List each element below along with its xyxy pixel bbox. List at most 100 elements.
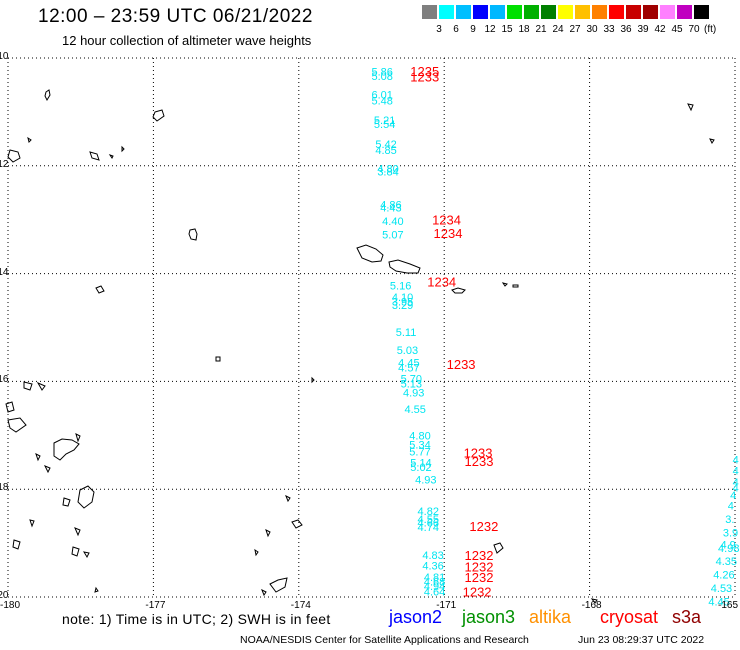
wave-height-value: 5.08 — [372, 71, 393, 83]
legend-color-swatch — [541, 5, 556, 19]
islet-north-3 — [27, 136, 32, 143]
latitude-tick-label: -20 — [0, 590, 9, 601]
observation-time-label: 1234 — [432, 213, 461, 228]
wave-height-value: 4.26 — [713, 569, 734, 581]
fiji-west-8 — [94, 586, 99, 593]
wave-height-value: 4.74 — [418, 522, 439, 534]
observation-time-label: 1232 — [465, 570, 494, 585]
wave-height-value: 4 — [733, 483, 739, 495]
wave-height-value: 3.84 — [377, 167, 398, 179]
fiji-west-4 — [36, 381, 46, 391]
legend-color-swatch — [524, 5, 539, 19]
map-title: 12:00 – 23:59 UTC 06/21/2022 — [38, 6, 313, 27]
satellite-name-jason2: jason2 — [389, 607, 443, 627]
legend-value-label: 3 — [436, 24, 442, 35]
wave-height-value: 4.81 — [424, 572, 445, 584]
fiji-west-1 — [5, 401, 15, 413]
observation-time-label: 1235 — [410, 64, 439, 79]
observation-time-label: 1233 — [410, 69, 439, 84]
wave-height-value: 4.83 — [422, 550, 443, 562]
islet-north-1 — [44, 89, 51, 102]
wave-height-value: 4 — [733, 465, 739, 477]
wave-height-value: 4.93 — [403, 388, 424, 400]
legend-color-swatch — [507, 5, 522, 19]
wave-height-value: 4.85 — [375, 145, 396, 157]
wave-height-value: 4.45 — [708, 596, 729, 608]
wave-height-value: 4.53 — [711, 583, 732, 595]
legend-unit-label: (ft) — [704, 24, 717, 35]
wave-height-value: 4.40 — [382, 216, 403, 228]
wave-height-value: 4.57 — [398, 362, 419, 374]
wave-height-value: 5.14 — [410, 457, 431, 469]
wave-height-value: 5.03 — [397, 345, 418, 357]
wave-height-value: 4.86 — [380, 200, 401, 212]
wave-height-value: 5.48 — [372, 96, 393, 108]
legend-color-swatch — [677, 5, 692, 19]
legend-color-swatch — [558, 5, 573, 19]
legend-value-label: 15 — [501, 24, 513, 35]
footer-note: note: 1) Time is in UTC; 2) SWH is in fe… — [62, 611, 331, 627]
legend-color-swatch — [626, 5, 641, 19]
legend-color-swatch — [609, 5, 624, 19]
fiji-taveuni — [75, 433, 81, 443]
wave-height-value: 4.10 — [392, 292, 413, 304]
fiji-west-9 — [82, 551, 90, 559]
legend-value-label: 12 — [484, 24, 496, 35]
credit-text: NOAA/NESDIS Center for Satellite Applica… — [240, 634, 529, 646]
legend-value-label: 24 — [552, 24, 564, 35]
wave-height-value: 4.80 — [409, 430, 430, 442]
islet-north-6 — [108, 154, 114, 159]
legend-color-swatch — [473, 5, 488, 19]
longitude-tick-label: -177 — [145, 600, 166, 611]
legend-value-label: 42 — [654, 24, 666, 35]
legend-color-swatch — [575, 5, 590, 19]
wave-height-value: 4.68 — [424, 576, 445, 588]
legend-color-swatch — [439, 5, 454, 19]
observation-time-label: 1234 — [434, 226, 463, 241]
wave-height-value: 4.80 — [377, 163, 398, 175]
wave-height-value: 3.9 — [723, 527, 738, 539]
manua-island-2 — [512, 284, 519, 288]
generation-timestamp: Jun 23 08:29:37 UTC 2022 — [578, 634, 705, 646]
legend-value-label: 27 — [569, 24, 581, 35]
wave-height-value: 4.98 — [718, 543, 739, 555]
wave-height-value: 4 — [733, 455, 739, 467]
wave-height-value: 4.45 — [398, 358, 419, 370]
tutuila-island — [451, 287, 466, 294]
wave-height-value: 3.29 — [392, 300, 413, 312]
wave-height-value: 4.43 — [380, 202, 401, 214]
wave-height-value: 3.95 — [392, 297, 413, 309]
wave-height-value: 4.93 — [415, 474, 436, 486]
wave-height-values-layer: 5.865.086.015.485.215.545.424.854.803.84… — [372, 66, 740, 608]
islet-north-5 — [89, 151, 100, 161]
latitude-tick-label: -16 — [0, 374, 9, 386]
legend-color-swatch — [643, 5, 658, 19]
wave-height-value: 4.9 — [720, 540, 735, 552]
tonga-haapai-1 — [285, 494, 291, 503]
tonga-vavau — [291, 519, 303, 529]
fiji-lau-5 — [12, 539, 21, 550]
wave-height-value: 5.13 — [401, 379, 422, 391]
fiji-lau-3 — [74, 527, 81, 537]
satellite-name-s3a: s3a — [672, 607, 702, 627]
observation-time-label: 1233 — [464, 446, 493, 461]
wave-height-value: 5.70 — [401, 374, 422, 386]
observation-time-label: 1234 — [427, 275, 456, 290]
wave-height-value: 4.66 — [418, 518, 439, 530]
satellite-name-jason3: jason3 — [462, 607, 516, 627]
fiji-vanua-levu — [53, 438, 80, 461]
map-subtitle: 12 hour collection of altimeter wave hei… — [62, 33, 312, 48]
observation-time-label: 1232 — [469, 519, 498, 534]
observation-time-label: 1232 — [465, 559, 494, 574]
fiji-lau-2 — [62, 497, 71, 507]
fiji-lau-1 — [77, 485, 95, 509]
wallis-island — [188, 228, 198, 241]
islet-ne-2 — [709, 138, 715, 144]
manua-island — [501, 282, 508, 287]
samoa-savaii-island — [356, 244, 384, 263]
islet-north-4 — [7, 149, 21, 163]
legend-value-label: 39 — [637, 24, 649, 35]
south-islet — [590, 598, 598, 604]
islet-north-2 — [152, 109, 165, 122]
legend-value-label: 21 — [535, 24, 547, 35]
